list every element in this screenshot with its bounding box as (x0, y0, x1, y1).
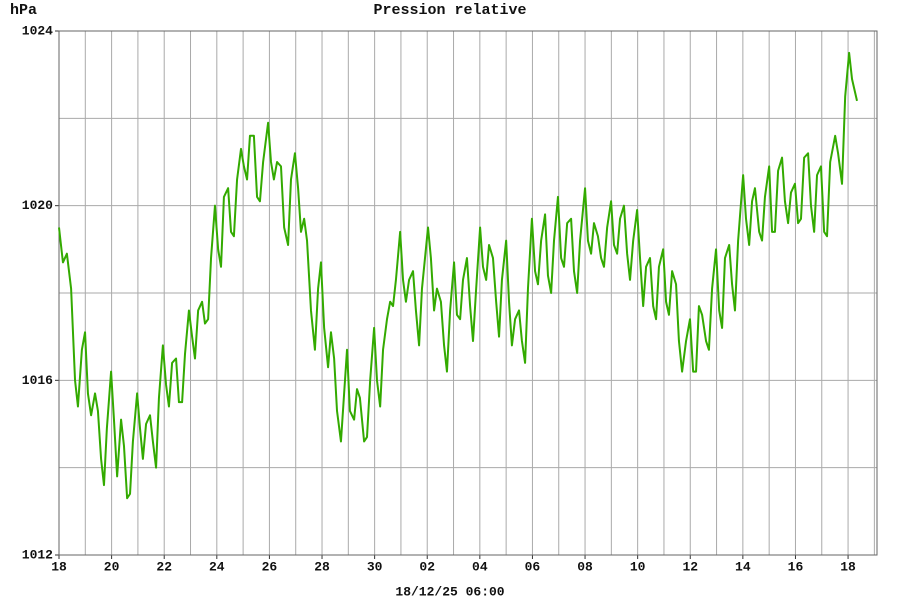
x-tick-label: 08 (577, 559, 593, 574)
y-tick-label: 1024 (22, 23, 53, 38)
x-tick-label: 06 (525, 559, 541, 574)
x-tick-label: 30 (367, 559, 383, 574)
y-tick-label: 1012 (22, 547, 53, 562)
x-axis-label: 18/12/25 06:00 (395, 584, 504, 599)
x-tick-label: 14 (735, 559, 751, 574)
x-tick-label: 28 (314, 559, 330, 574)
x-tick-label: 26 (262, 559, 278, 574)
x-tick-label: 24 (209, 559, 225, 574)
x-tick-label: 18 (51, 559, 67, 574)
pressure-line (58, 51, 858, 500)
y-axis-label: hPa (10, 2, 37, 19)
x-tick-label: 20 (104, 559, 120, 574)
x-tick-label: 04 (472, 559, 488, 574)
x-tick-label: 18 (840, 559, 856, 574)
x-tick-label: 12 (682, 559, 698, 574)
y-tick-label: 1016 (22, 373, 53, 388)
y-tick-label: 1020 (22, 198, 53, 213)
chart-title: Pression relative (373, 2, 526, 19)
x-tick-label: 22 (156, 559, 172, 574)
plot-frame (58, 30, 878, 556)
x-tick-label: 02 (419, 559, 435, 574)
x-tick-label: 10 (630, 559, 646, 574)
x-tick-label: 16 (788, 559, 804, 574)
